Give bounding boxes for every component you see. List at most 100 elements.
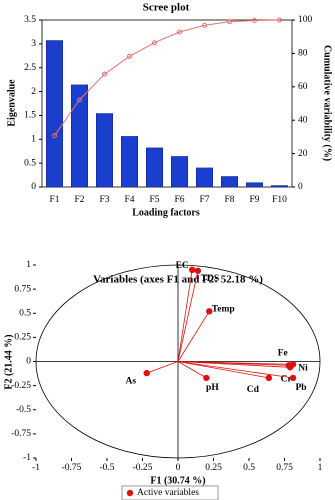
x-tick-label: F8 <box>224 195 234 205</box>
point <box>143 369 150 377</box>
point <box>189 266 196 274</box>
vector <box>177 361 294 365</box>
line-point <box>52 133 57 139</box>
point-label: Ni <box>298 364 308 374</box>
bar <box>71 84 88 188</box>
y-tick-label: 0.5 <box>24 158 36 168</box>
y2-axis-title: Cumulative variability (%) <box>322 45 333 161</box>
y-tick-label: 2.5 <box>24 63 36 73</box>
y2-tick-label: 60 <box>298 82 308 92</box>
bar <box>146 147 163 188</box>
x-tick-label: F1 <box>49 195 59 205</box>
legend-marker <box>126 489 134 497</box>
vector <box>177 361 207 379</box>
line-point <box>202 22 207 28</box>
x-tick-label: F6 <box>174 195 184 205</box>
point-label: Cr <box>281 374 293 384</box>
y2-tick-label: 0 <box>298 182 303 192</box>
legend-box <box>121 485 219 500</box>
point-label: Temp <box>212 305 235 315</box>
x-tick-label: 1 <box>318 463 323 473</box>
y-tick-label: 0 <box>31 182 36 192</box>
point <box>206 308 213 315</box>
x-tick-label: 0.75 <box>276 463 293 473</box>
x-axis-title: F1 (30.74 %) <box>150 475 205 486</box>
line <box>54 19 280 136</box>
y-tick-label: -0.75 <box>11 429 31 439</box>
point <box>194 267 202 274</box>
y2-tick-label: 80 <box>298 49 308 59</box>
point <box>286 364 294 371</box>
vector <box>177 361 269 379</box>
x-tick-label: F4 <box>124 195 134 205</box>
point-label: As <box>125 376 136 386</box>
y2-tick-label: 20 <box>298 149 308 159</box>
plot-frame <box>41 19 293 188</box>
line-point <box>277 17 282 23</box>
point-label: Cd <box>247 385 260 395</box>
x-tick-label: F3 <box>99 195 109 205</box>
y2-tick-label: 40 <box>298 115 308 125</box>
point <box>265 374 273 382</box>
y-axis-title: F2 (21.44 %) <box>3 334 14 389</box>
x-tick-label: F5 <box>149 195 159 205</box>
point-label: Fe <box>278 349 288 359</box>
line-point <box>227 19 232 25</box>
line-point <box>252 18 257 24</box>
vector <box>177 270 199 362</box>
x-tick-label: 0.25 <box>205 463 222 473</box>
x-tick-label: F7 <box>199 195 209 205</box>
bar <box>246 182 263 188</box>
x-axis-title: Loading factors <box>132 207 200 218</box>
line-point <box>77 97 82 103</box>
y-tick-label: 1 <box>31 134 36 144</box>
x-tick-label: -0.25 <box>133 463 153 473</box>
y-tick-label: 0.25 <box>14 333 31 343</box>
point-label: pH <box>206 383 219 393</box>
y-axis-title: Eigenvalue <box>6 79 17 127</box>
y-tick-label: 1.5 <box>24 111 36 121</box>
point-label: Pb <box>295 383 306 393</box>
point <box>203 374 210 382</box>
y-tick-label: -1 <box>23 453 31 463</box>
y-tick-label: -0.25 <box>11 381 31 391</box>
chart-title: Scree plot <box>143 2 190 14</box>
point <box>289 374 297 382</box>
bar <box>121 136 138 188</box>
y-tick-label: 3.5 <box>24 15 36 25</box>
line-point <box>127 53 132 59</box>
bar <box>196 167 213 188</box>
vector <box>177 361 294 379</box>
x-tick-label: -0.5 <box>99 463 114 473</box>
bar <box>271 185 288 188</box>
x-tick-label: F9 <box>249 195 259 205</box>
y-tick-label: 0.75 <box>14 284 31 294</box>
vector <box>177 311 210 362</box>
bar <box>46 40 63 188</box>
bar <box>221 176 238 188</box>
x-tick-label: -0.75 <box>62 463 82 473</box>
line-point <box>177 29 182 35</box>
legend-label: Active variables <box>137 488 199 498</box>
y2-tick-label: 100 <box>298 15 313 25</box>
x-tick-label: 0.5 <box>243 463 255 473</box>
point-label: EC <box>176 261 189 271</box>
x-tick-label: F10 <box>272 195 287 205</box>
line-point <box>102 71 107 77</box>
bar <box>96 113 113 188</box>
y-tick-label: -0.5 <box>16 405 31 415</box>
vector <box>146 361 179 374</box>
vector <box>177 269 193 362</box>
y-tick-label: 1 <box>26 260 31 270</box>
line-point <box>152 40 157 46</box>
y-tick-label: 2 <box>31 87 36 97</box>
x-tick-label: 0 <box>176 463 181 473</box>
bar <box>171 156 188 188</box>
y-tick-label: 0.5 <box>19 308 31 318</box>
point-label: TDS <box>201 274 219 284</box>
x-tick-label: F2 <box>74 195 84 205</box>
y-tick-label: 0 <box>26 357 31 367</box>
x-tick-label: -1 <box>32 463 40 473</box>
vector <box>177 361 291 368</box>
